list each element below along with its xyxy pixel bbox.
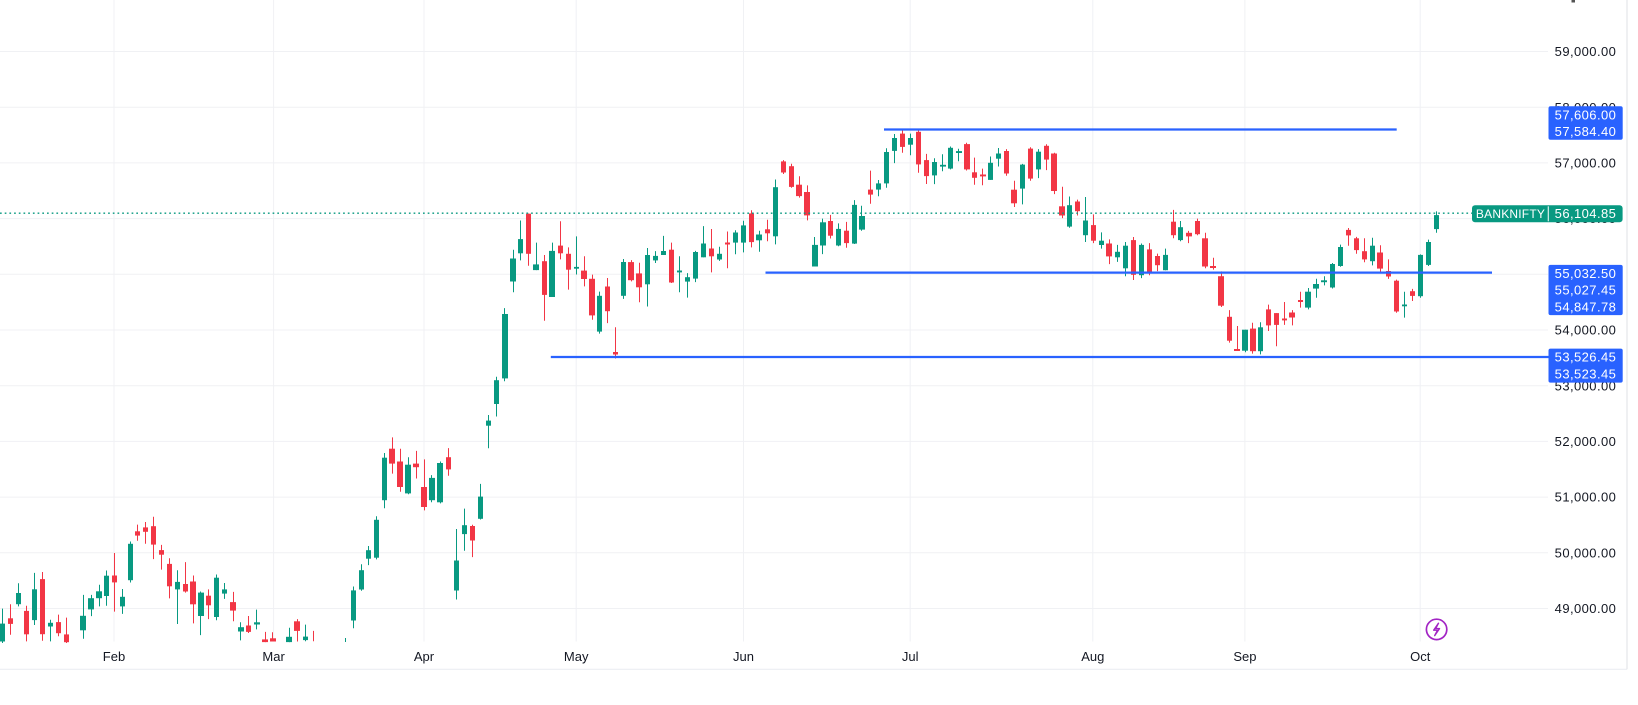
svg-text:54,000.00: 54,000.00 xyxy=(1555,323,1617,338)
svg-text:Mar: Mar xyxy=(262,649,285,664)
svg-text:54,847.78: 54,847.78 xyxy=(1555,299,1617,314)
svg-text:59,000.00: 59,000.00 xyxy=(1555,44,1617,59)
svg-text:53,526.45: 53,526.45 xyxy=(1555,350,1617,365)
svg-text:May: May xyxy=(564,649,589,664)
svg-text:50,000.00: 50,000.00 xyxy=(1555,545,1617,560)
svg-text:Oct: Oct xyxy=(1410,649,1431,664)
svg-text:Aug: Aug xyxy=(1081,649,1104,664)
svg-text:Jun: Jun xyxy=(733,649,754,664)
svg-text:51,000.00: 51,000.00 xyxy=(1555,490,1617,505)
svg-text:49,000.00: 49,000.00 xyxy=(1555,601,1617,616)
svg-text:55,032.50: 55,032.50 xyxy=(1555,266,1617,281)
svg-text:Apr: Apr xyxy=(414,649,435,664)
svg-text:56,104.85: 56,104.85 xyxy=(1555,206,1617,221)
svg-text:Feb: Feb xyxy=(103,649,125,664)
svg-text:57,584.40: 57,584.40 xyxy=(1555,124,1617,139)
svg-text:55,027.45: 55,027.45 xyxy=(1555,283,1617,298)
svg-text:57,606.00: 57,606.00 xyxy=(1555,107,1617,122)
svg-text:52,000.00: 52,000.00 xyxy=(1555,434,1617,449)
svg-text:57,000.00: 57,000.00 xyxy=(1555,156,1617,171)
svg-text:Sep: Sep xyxy=(1233,649,1256,664)
svg-text:Jul: Jul xyxy=(902,649,919,664)
svg-text:BANKNIFTY: BANKNIFTY xyxy=(1476,207,1545,221)
svg-text:53,523.45: 53,523.45 xyxy=(1555,367,1617,382)
